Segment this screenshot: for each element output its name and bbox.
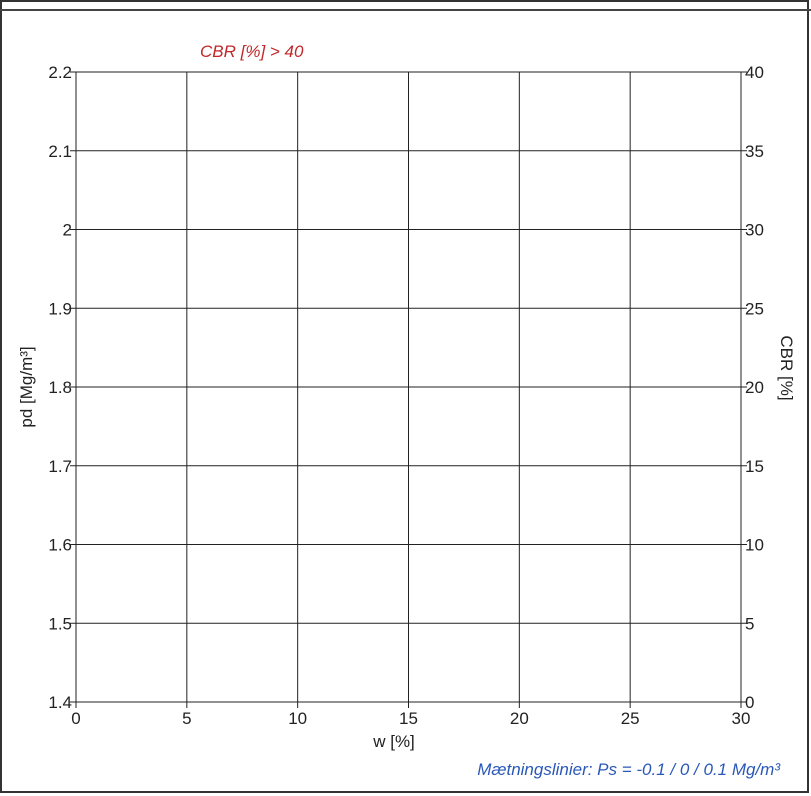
y2-tick-labels: 0 5 10 15 20 25 30 35 40: [745, 63, 764, 712]
y2-tick-label: 35: [745, 142, 764, 161]
y-tick-label: 1.7: [48, 457, 72, 476]
x-tick-label: 0: [71, 709, 80, 728]
y-tick-label: 1.8: [48, 378, 72, 397]
grid-lines: [70, 71, 747, 708]
y2-tick-label: 15: [745, 457, 764, 476]
y-tick-label: 1.5: [48, 614, 72, 633]
y2-tick-label: 25: [745, 299, 764, 318]
x-tick-label: 25: [621, 709, 640, 728]
y2-tick-label: 40: [745, 63, 764, 82]
x-tick-label: 15: [399, 709, 418, 728]
annotation-bottom: Mætningslinier: Ps = -0.1 / 0 / 0.1 Mg/m…: [477, 760, 781, 779]
y2-tick-label: 20: [745, 378, 764, 397]
x-tick-label: 5: [182, 709, 191, 728]
x-tick-label: 10: [288, 709, 307, 728]
y-tick-label: 1.6: [48, 536, 72, 555]
y-tick-label: 2.1: [48, 142, 72, 161]
y-tick-labels: 1.4 1.5 1.6 1.7 1.8 1.9 2 2.1 2.2: [48, 63, 72, 712]
x-tick-labels: 0 5 10 15 20 25 30: [71, 709, 750, 728]
y-tick-label: 1.9: [48, 299, 72, 318]
x-tick-label: 20: [510, 709, 529, 728]
x-axis-label: w [%]: [372, 732, 415, 751]
y2-axis-label: CBR [%]: [777, 335, 796, 400]
y2-tick-label: 5: [745, 614, 754, 633]
y-axis-label: pd [Mg/m³]: [17, 346, 36, 427]
y2-tick-label: 10: [745, 536, 764, 555]
y2-tick-label: 30: [745, 221, 764, 240]
annotation-top: CBR [%] > 40: [200, 42, 304, 61]
y-tick-label: 2.2: [48, 63, 72, 82]
x-tick-label: 30: [732, 709, 751, 728]
y-tick-label: 2: [63, 221, 72, 240]
y2-tick-label: 0: [745, 693, 754, 712]
y-tick-label: 1.4: [48, 693, 72, 712]
